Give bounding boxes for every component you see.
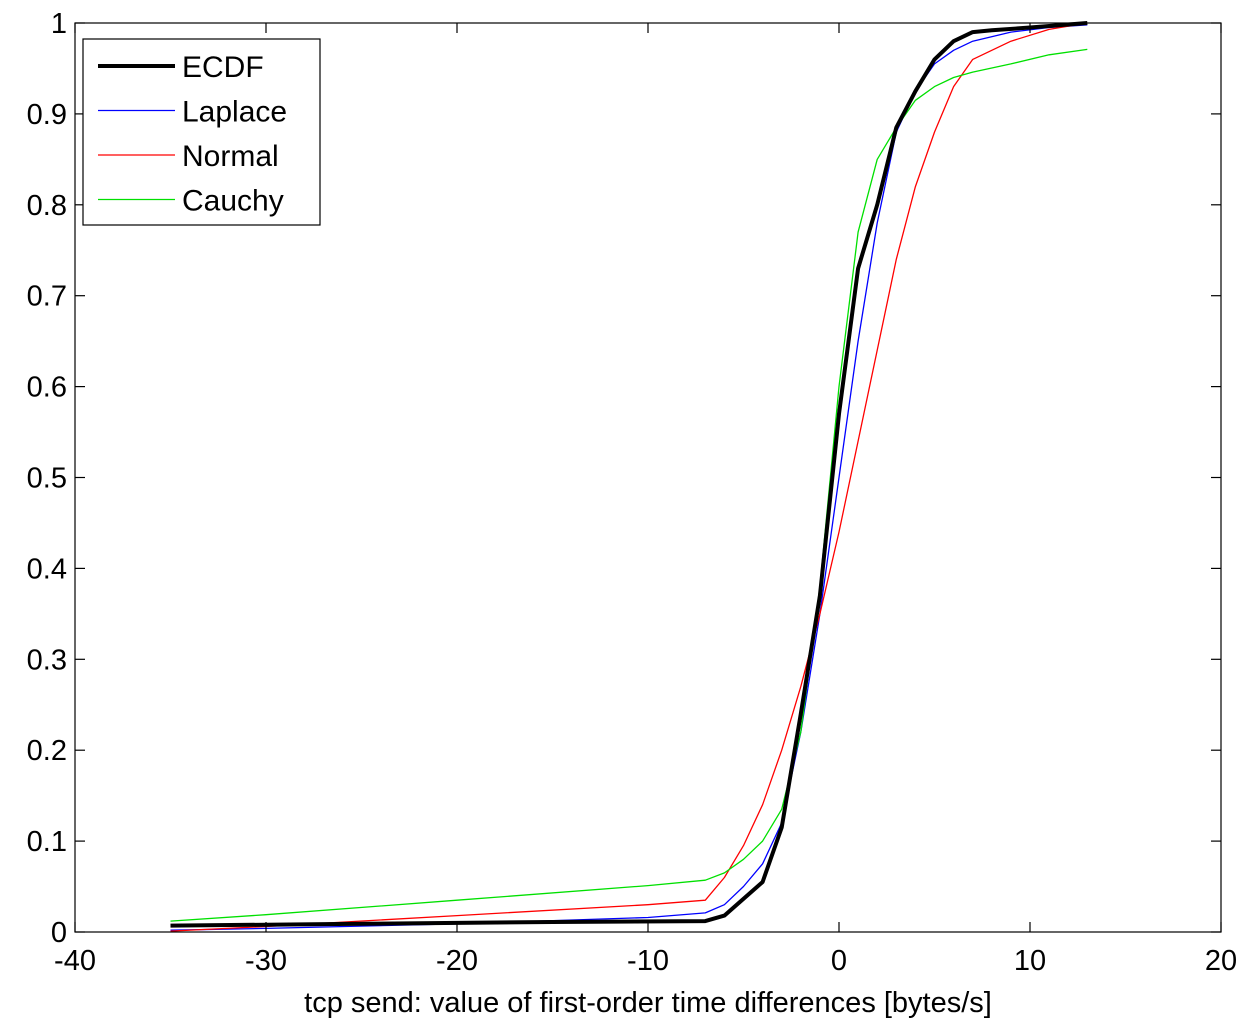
x-tick-label: 0 <box>831 945 847 977</box>
x-tick-label: 20 <box>1205 945 1237 977</box>
x-tick-label: -30 <box>245 945 287 977</box>
y-tick-label: 1 <box>51 8 67 40</box>
x-tick-label: -20 <box>436 945 478 977</box>
series-layer <box>170 21 1088 932</box>
legend-label-ecdf: ECDF <box>182 51 264 84</box>
series-line-normal <box>170 22 1088 932</box>
y-tick-label: 0.4 <box>27 553 67 585</box>
series-line-ecdf <box>170 21 1088 928</box>
y-tick-label: 0.3 <box>27 644 67 676</box>
x-tick-label: -40 <box>54 945 96 977</box>
y-tick-label: 0.6 <box>27 372 67 404</box>
x-tick-label: 10 <box>1014 945 1046 977</box>
x-axis-label: tcp send: value of first-order time diff… <box>304 987 992 1019</box>
series-line-laplace <box>170 24 1088 931</box>
legend: ECDF Laplace Normal Cauchy <box>82 38 321 226</box>
legend-label-laplace: Laplace <box>182 96 287 129</box>
y-tick-label: 0.1 <box>27 826 67 858</box>
y-tick-label: 0.5 <box>27 463 67 495</box>
axes-layer: -40 -30 -20 -10 0 10 20 0 0.1 0.2 0.3 0.4 0.5 0.6 0.7 0… <box>27 8 1237 977</box>
y-tick-label: 0.7 <box>27 281 67 313</box>
legend-label-normal: Normal <box>182 140 279 173</box>
y-tick-label: 0 <box>51 917 67 949</box>
y-tick-label: 0.2 <box>27 735 67 767</box>
x-tick-label: -10 <box>627 945 669 977</box>
legend-label-cauchy: Cauchy <box>182 185 284 218</box>
y-tick-label: 0.8 <box>27 190 67 222</box>
legend-box <box>82 38 321 226</box>
y-tick-label: 0.9 <box>27 99 67 131</box>
